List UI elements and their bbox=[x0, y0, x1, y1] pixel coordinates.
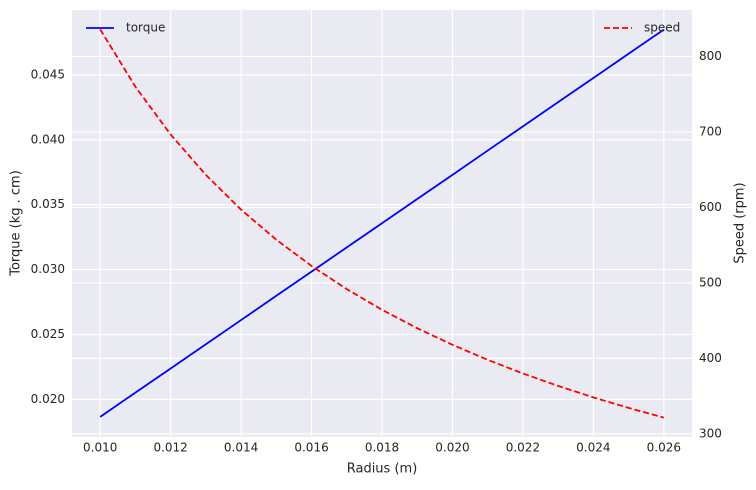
y-tick-label: 0.040 bbox=[31, 132, 65, 146]
y2-tick-label: 500 bbox=[699, 275, 722, 289]
y-tick-label: 0.045 bbox=[31, 67, 65, 81]
x-tick-label: 0.026 bbox=[647, 441, 681, 455]
x-tick-label: 0.022 bbox=[506, 441, 540, 455]
y2-tick-label: 300 bbox=[699, 426, 722, 440]
line-speed bbox=[99, 28, 665, 419]
y-tick-label: 0.020 bbox=[31, 392, 65, 406]
y-tick-label: 0.025 bbox=[31, 327, 65, 341]
legend-label: speed bbox=[644, 21, 680, 35]
line-torque bbox=[99, 28, 665, 418]
legend-label: torque bbox=[126, 21, 165, 35]
y2-axis-label: Speed (rpm) bbox=[733, 182, 748, 263]
x-tick-label: 0.018 bbox=[365, 441, 399, 455]
y2-tick-label: 700 bbox=[699, 125, 722, 139]
y-tick-label: 0.030 bbox=[31, 262, 65, 276]
y-tick-label: 0.035 bbox=[31, 197, 65, 211]
x-tick-label: 0.014 bbox=[224, 441, 258, 455]
y-axis-label: Torque (kg . cm) bbox=[9, 170, 24, 277]
y2-tick-label: 800 bbox=[699, 49, 722, 63]
y2-tick-label: 600 bbox=[699, 200, 722, 214]
x-tick-label: 0.010 bbox=[83, 441, 117, 455]
x-tick-label: 0.012 bbox=[153, 441, 187, 455]
y2-tick-label: 400 bbox=[699, 351, 722, 365]
x-tick-label: 0.024 bbox=[576, 441, 610, 455]
x-tick-label: 0.016 bbox=[294, 441, 328, 455]
x-tick-label: 0.020 bbox=[435, 441, 469, 455]
x-axis-label: Radius (m) bbox=[347, 462, 418, 477]
